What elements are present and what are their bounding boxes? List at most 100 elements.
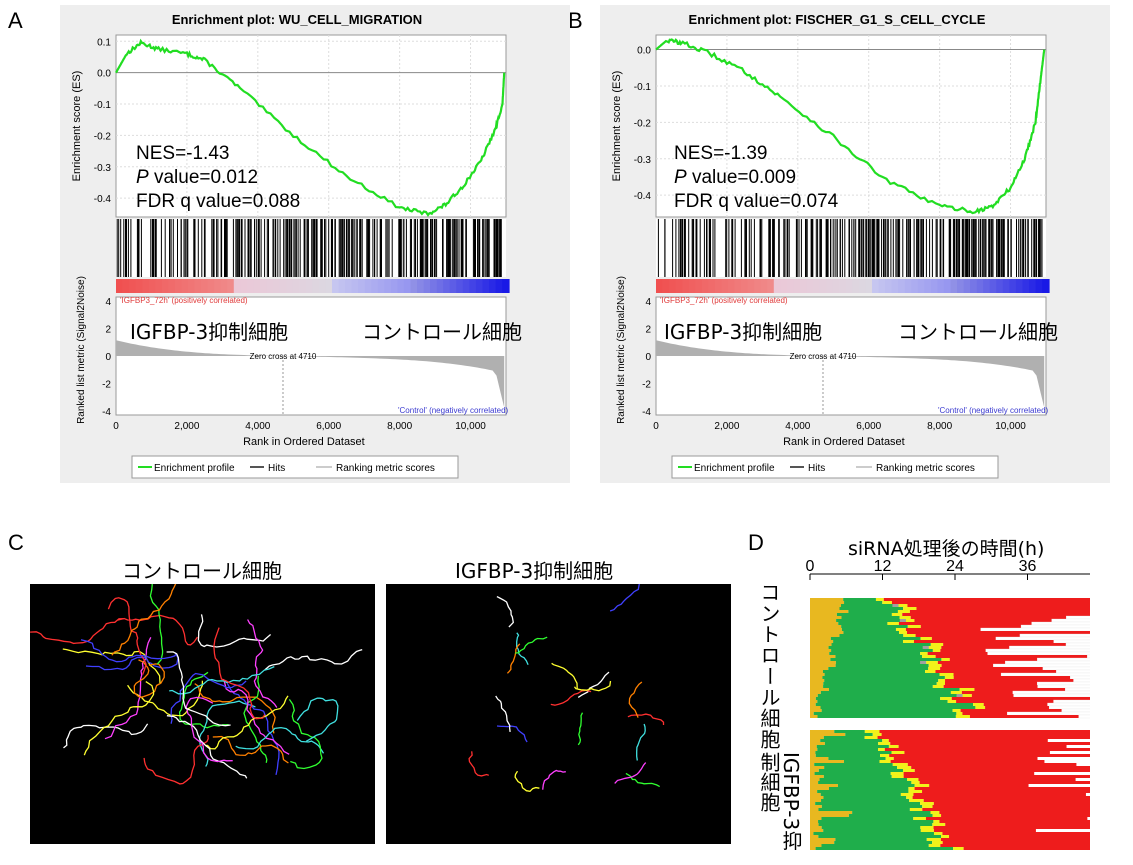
g1-phase	[810, 799, 822, 802]
g1-phase	[810, 772, 815, 775]
g2m-phase	[914, 619, 1052, 622]
transition-phase	[877, 748, 885, 751]
rank-color-segment	[155, 279, 163, 293]
g2m-phase	[891, 601, 1090, 604]
x-tick-label: 4,000	[245, 421, 270, 432]
s-phase	[815, 703, 974, 706]
transition-phase	[975, 706, 986, 709]
empty-track	[995, 636, 1090, 641]
es-tick-label: 0.0	[97, 69, 111, 80]
g2m-phase	[903, 772, 1090, 775]
rank-color-segment	[813, 279, 821, 293]
rank-color-segment	[332, 279, 340, 293]
g1-phase	[810, 658, 831, 661]
control-row-label: コントロール細胞	[757, 582, 781, 750]
cell-trajectory	[133, 659, 165, 698]
rank-color-segment	[181, 279, 189, 293]
transition-phase	[899, 616, 911, 619]
transition-phase	[897, 610, 910, 613]
g1-phase	[810, 643, 832, 646]
rank-color-segment	[292, 279, 301, 293]
x-axis-label: Rank in Ordered Dataset	[243, 436, 365, 448]
rank-tick-label: -2	[642, 379, 651, 390]
g1-phase	[810, 751, 816, 754]
transition-phase	[947, 700, 957, 703]
g2m-phase	[962, 712, 1008, 715]
cell-trajectory	[166, 651, 231, 727]
g2m-phase	[923, 799, 1090, 802]
g1-phase	[810, 844, 822, 847]
x-tick-label: 8,000	[927, 421, 952, 432]
g2m-phase	[888, 739, 1090, 742]
cell-trajectory	[625, 772, 661, 788]
g2m-phase	[942, 841, 1090, 844]
legend-label: Ranking metric scores	[876, 463, 975, 474]
g1-phase	[810, 733, 846, 736]
s-phase	[848, 610, 898, 613]
rank-color-segment	[786, 279, 795, 293]
g2m-phase	[922, 808, 1090, 811]
g1-phase	[810, 682, 824, 685]
rank-color-segment	[188, 279, 196, 293]
rank-color-segment	[338, 279, 346, 293]
g1-phase	[810, 790, 818, 793]
g1-phase	[810, 604, 842, 607]
cell-trajectory	[628, 681, 643, 718]
rank-color-segment	[1002, 279, 1011, 293]
rank-color-segment	[741, 279, 749, 293]
rank-color-segment	[417, 279, 425, 293]
rank-color-segment	[456, 279, 464, 293]
g2m-phase	[919, 781, 1090, 784]
x-tick-label: 0	[113, 421, 119, 432]
s-phase	[823, 685, 933, 688]
other-phase	[920, 661, 927, 664]
rank-color-segment	[872, 279, 880, 293]
rank-color-segment	[161, 279, 170, 293]
rank-color-segment	[662, 279, 670, 293]
empty-track	[1066, 615, 1090, 620]
rank-color-segment	[917, 279, 926, 293]
g2m-phase	[879, 730, 1090, 733]
rank-color-segment	[351, 279, 360, 293]
s-phase	[836, 619, 906, 622]
cell-trajectory	[609, 582, 641, 612]
transition-phase	[933, 832, 943, 835]
g1-phase	[810, 826, 822, 829]
g2m-phase	[963, 847, 1090, 850]
g1-phase	[810, 778, 820, 781]
g2m-phase	[877, 736, 1090, 739]
transition-phase	[932, 685, 944, 688]
es-tick-label: -0.3	[634, 155, 652, 166]
s-phase	[834, 730, 865, 733]
g1-phase	[810, 808, 819, 811]
empty-track	[980, 627, 1090, 632]
empty-track	[1066, 745, 1090, 748]
g2m-phase	[956, 700, 1054, 703]
rank-tick-label: 0	[645, 352, 651, 363]
g1-phase	[810, 814, 849, 817]
empty-track	[1013, 693, 1090, 698]
nes-text: NES=-1.43	[136, 143, 230, 164]
s-phase	[821, 817, 914, 820]
cell-trajectory	[496, 596, 514, 628]
cell-trajectory	[80, 639, 178, 663]
rank-color-segment	[1042, 279, 1050, 293]
g2m-phase	[933, 826, 1090, 829]
transition-phase	[953, 847, 964, 850]
g1-phase	[810, 622, 839, 625]
rank-axis-label: Ranked list metric (Signal2Noise)	[616, 276, 627, 424]
s-phase	[820, 739, 883, 742]
transition-phase	[890, 772, 904, 775]
rank-color-segment	[819, 279, 828, 293]
rank-color-segment	[214, 279, 222, 293]
rank-color-segment	[495, 279, 504, 293]
rank-color-segment	[279, 279, 288, 293]
rank-color-segment	[207, 279, 216, 293]
g2m-phase	[910, 616, 1067, 619]
rank-color-segment	[747, 279, 756, 293]
transition-phase	[956, 712, 963, 715]
rank-color-segment	[430, 279, 438, 293]
rank-color-segment	[168, 279, 176, 293]
cell-trajectory	[614, 762, 647, 784]
positive-label: 'IGFBP3_72h' (positively correlated)	[120, 296, 248, 305]
